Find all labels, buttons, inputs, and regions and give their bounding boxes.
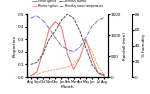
Y-axis label: Proportion: Proportion bbox=[12, 34, 16, 57]
Y-axis label: Rainfall (mm): Rainfall (mm) bbox=[123, 32, 127, 60]
Y-axis label: % humidity: % humidity bbox=[142, 34, 146, 57]
Legend: Scrub typhus, Murine typhus, Monthly rainfall, Monthly mean temperature: Scrub typhus, Murine typhus, Monthly rai… bbox=[31, 0, 104, 9]
X-axis label: Month: Month bbox=[61, 85, 74, 89]
